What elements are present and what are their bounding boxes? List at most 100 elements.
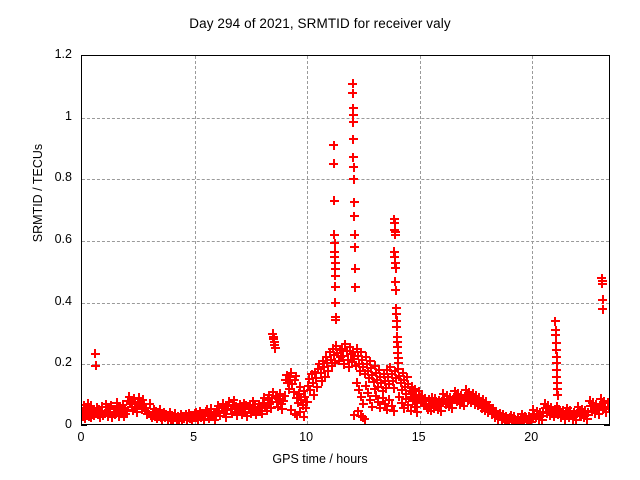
data-point — [145, 399, 155, 409]
data-point — [239, 398, 249, 408]
data-point — [230, 407, 240, 416]
data-point — [552, 384, 562, 394]
data-point — [211, 409, 221, 419]
data-point — [574, 406, 584, 416]
data-point — [332, 348, 342, 358]
data-point — [275, 389, 285, 399]
data-point — [551, 345, 561, 355]
gridline-horizontal — [82, 241, 609, 242]
data-point — [579, 413, 589, 423]
data-point — [456, 390, 466, 400]
data-point — [105, 408, 115, 418]
data-point — [534, 414, 544, 424]
data-point — [262, 406, 272, 416]
data-point — [154, 409, 164, 419]
data-point — [533, 410, 543, 420]
data-point — [164, 412, 174, 422]
data-point — [301, 403, 311, 412]
data-point — [552, 378, 562, 388]
data-point — [176, 409, 186, 419]
data-point — [132, 407, 142, 417]
data-point — [154, 423, 160, 424]
data-point — [410, 384, 420, 394]
data-point — [442, 391, 452, 401]
data-point — [382, 365, 392, 375]
data-point — [589, 403, 599, 413]
data-point — [147, 412, 157, 422]
data-point — [82, 406, 91, 416]
data-point — [298, 423, 304, 424]
data-point — [384, 395, 394, 405]
data-point — [469, 394, 479, 404]
data-point — [313, 364, 323, 374]
data-point — [397, 385, 407, 395]
data-point — [538, 408, 548, 418]
data-point — [528, 405, 538, 415]
data-point — [223, 401, 233, 411]
data-point — [188, 412, 198, 422]
data-point — [428, 398, 438, 408]
data-point — [549, 412, 559, 422]
data-point — [295, 382, 305, 392]
data-point — [390, 277, 400, 287]
data-point — [307, 423, 313, 424]
data-point — [597, 279, 607, 289]
data-point — [184, 408, 194, 418]
data-point — [392, 332, 402, 342]
data-point — [488, 403, 498, 413]
data-point — [375, 372, 385, 382]
data-point — [390, 225, 400, 235]
data-point — [284, 384, 294, 394]
data-point — [522, 414, 532, 424]
data-point — [294, 389, 304, 399]
data-point — [361, 381, 371, 391]
data-point — [445, 393, 455, 403]
data-point — [390, 258, 400, 268]
data-point — [350, 242, 360, 252]
data-point — [545, 410, 555, 420]
data-point — [221, 412, 231, 422]
data-point — [414, 386, 424, 396]
data-point — [419, 401, 429, 411]
data-point — [373, 382, 383, 392]
data-point — [553, 390, 563, 400]
data-point — [322, 358, 332, 368]
data-point — [111, 407, 121, 417]
data-point — [280, 423, 286, 424]
data-point — [388, 376, 398, 386]
data-point — [276, 399, 286, 409]
data-point — [123, 396, 133, 406]
data-point — [286, 405, 296, 415]
data-point — [156, 412, 166, 422]
data-point — [565, 406, 575, 416]
data-point — [492, 410, 502, 420]
data-point — [583, 407, 593, 417]
data-point — [462, 390, 472, 400]
data-point — [474, 393, 484, 403]
data-point — [89, 411, 99, 421]
data-point — [603, 398, 609, 408]
data-point — [553, 409, 563, 419]
data-point — [96, 407, 106, 416]
data-point — [393, 353, 403, 363]
data-point — [578, 409, 588, 419]
data-point — [597, 399, 607, 409]
data-point — [143, 407, 153, 416]
data-point — [172, 415, 182, 424]
gridline-horizontal — [82, 364, 609, 366]
data-point — [208, 412, 218, 422]
data-point — [178, 412, 188, 422]
data-point — [237, 409, 247, 419]
data-point — [194, 410, 204, 420]
data-point — [312, 382, 322, 392]
data-point — [86, 423, 92, 424]
data-point — [348, 79, 358, 89]
data-point — [224, 397, 234, 407]
data-point — [367, 402, 377, 412]
data-point — [349, 211, 359, 221]
data-point — [343, 355, 353, 365]
data-point — [270, 340, 280, 350]
data-point — [486, 405, 496, 415]
data-point — [398, 368, 408, 378]
data-point — [144, 423, 150, 424]
